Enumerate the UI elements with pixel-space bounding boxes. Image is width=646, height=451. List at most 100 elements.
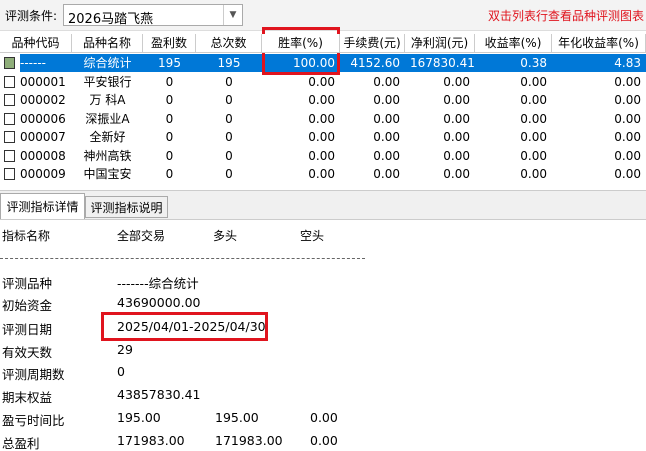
column-header[interactable]: 收益率(%) [475,34,552,53]
table-cell: 平安银行 [83,74,132,89]
table-cell: 167830.41 [410,56,475,70]
detail-value: -------综合统计 [117,276,199,291]
table-cell: 0.00 [373,74,400,89]
detail-value: 195.00 [117,410,161,425]
table-cell: 0.00 [443,111,470,126]
table-cell: 0 [165,148,174,163]
table-cell: 0 [225,167,233,181]
table-cell: 195 [217,56,241,70]
column-header[interactable]: 净利润(元) [405,34,475,53]
column-header[interactable]: 年化收益率(%) [552,34,646,53]
table-cell: 0.00 [614,167,641,181]
detail-label: 期末权益 [2,390,53,405]
detail-value: 171983.00 [215,433,283,448]
table-cell: 000008 [20,148,66,163]
detail-label: 评测品种 [2,276,53,291]
table-cell: 神州高铁 [83,148,132,163]
table-cell: 0 [165,93,174,107]
table-cell: 0.00 [614,130,641,144]
table-cell: 全新好 [89,130,126,144]
detail-column-header: 空头 [300,229,325,243]
column-header[interactable]: 总次数 [196,34,262,53]
detail-value: 195.00 [215,410,259,425]
table-cell: 0.00 [373,111,400,126]
table-cell: 000002 [20,93,66,107]
table-cell: 0.00 [308,130,335,144]
table-cell: 0 [225,111,233,126]
table-cell: 0.00 [520,111,547,126]
condition-select[interactable]: 2026马踏飞燕 ▼ [63,4,243,27]
detail-column-header: 指标名称 [2,229,51,243]
condition-label: 评测条件: [5,9,58,23]
tab[interactable]: 评测指标说明 [85,196,168,218]
separator [0,258,365,259]
detail-label: 有效天数 [2,345,53,360]
detail-value: 43690000.00 [117,295,201,310]
column-header[interactable]: 品种代码 [0,34,72,53]
hint-text: 双击列表行查看品种评测图表 [487,9,644,23]
table-cell: 0.00 [443,167,470,181]
table-cell: 综合统计 [83,56,132,70]
detail-column-header: 全部交易 [117,229,166,243]
table-cell: 万 科A [89,93,126,107]
table-cell: 0.38 [520,56,547,70]
row-icon [4,75,15,88]
detail-label: 初始资金 [2,298,53,313]
table-cell: 0 [225,74,233,89]
table-cell: 0.00 [373,148,400,163]
detail-value: 171983.00 [117,433,185,448]
table-cell: 0.00 [443,148,470,163]
detail-value: 2025/04/01-2025/04/30 [117,319,266,334]
table-cell: 0 [225,148,233,163]
table-cell: 0 [165,130,174,144]
table-cell: 0.00 [308,167,335,181]
row-icon [4,149,15,162]
detail-value: 0 [117,364,125,379]
table-cell: 0 [225,93,233,107]
table-cell: 0.00 [308,148,335,163]
row-icon [4,57,15,69]
table-cell: 0.00 [614,93,641,107]
table-cell: 0 [165,74,174,89]
table-cell: 0 [165,111,174,126]
row-highlight [20,54,646,72]
table-cell: 000009 [20,167,66,181]
column-header[interactable]: 胜率(%) [262,34,340,53]
table-cell: 195 [158,56,181,70]
table-cell: 100.00 [293,56,335,70]
detail-value: 29 [117,342,133,357]
table-cell: 0.00 [614,111,641,126]
table-cell: 4.83 [614,56,641,70]
detail-label: 盈亏时间比 [2,413,65,428]
column-header[interactable]: 品种名称 [72,34,143,53]
table-cell: 0 [165,167,174,181]
table-cell: ------ [20,56,46,70]
table-cell: 0.00 [443,93,470,107]
table-cell: 0.00 [443,130,470,144]
table-cell: 0.00 [308,93,335,107]
table-cell: 0.00 [373,130,400,144]
dropdown-arrow[interactable]: ▼ [223,5,242,25]
detail-value: 0.00 [310,433,338,448]
table-cell: 深振业A [85,111,130,126]
detail-label: 评测日期 [2,322,53,337]
table-cell: 0.00 [373,167,400,181]
table-cell: 0 [225,130,233,144]
table-cell: 0.00 [520,74,547,89]
table-cell: 中国宝安 [83,167,132,181]
table-cell: 4152.60 [350,56,400,70]
table-cell: 000007 [20,130,66,144]
table-cell: 000006 [20,111,66,126]
tab[interactable]: 评测指标详情 [0,193,85,219]
column-header[interactable]: 盈利数 [143,34,196,53]
table-cell: 0.00 [308,74,335,89]
table-cell: 0.00 [308,111,335,126]
table-cell: 0.00 [614,74,641,89]
column-header[interactable]: 手续费(元) [340,34,405,53]
table-cell: 000001 [20,74,66,89]
table-cell: 0.00 [520,148,547,163]
detail-value: 43857830.41 [117,387,201,402]
row-icon [4,168,15,180]
table-cell: 0.00 [520,93,547,107]
